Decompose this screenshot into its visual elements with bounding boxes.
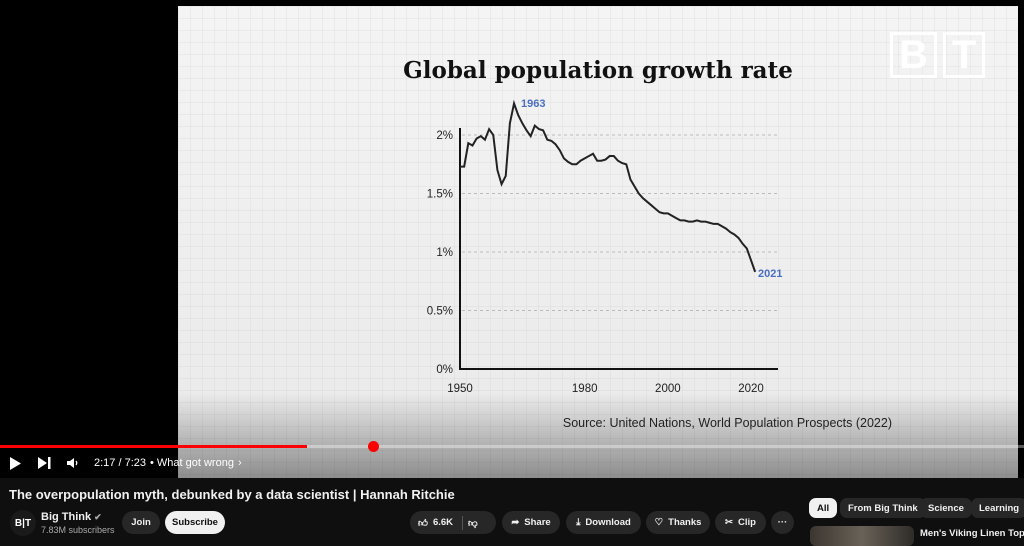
x-tick-label: 2000	[655, 383, 681, 395]
volume-icon	[67, 458, 78, 468]
scrubber-knob[interactable]	[368, 441, 379, 452]
like-count: 6.6K	[432, 517, 454, 528]
channel-name-text[interactable]: Big Think	[41, 511, 92, 523]
thumbs-down-icon: 👎︎	[468, 517, 478, 529]
download-label: Download	[585, 517, 631, 528]
like-button[interactable]: 👍︎ 6.6K	[418, 517, 453, 529]
divider	[462, 515, 464, 530]
download-icon: ⤓	[576, 517, 581, 528]
channel-avatar[interactable]: B|T	[10, 510, 36, 536]
population-growth-chart: Global population growth rate 0% 0.5% 1% 1.…	[403, 57, 892, 430]
play-icon	[10, 456, 21, 470]
chapter-chevron-icon[interactable]: ›	[237, 457, 242, 469]
channel-name[interactable]: Big Think ✔	[41, 511, 102, 523]
time-display: 2:17 / 7:23	[94, 457, 146, 469]
scissors-icon: ✂	[725, 517, 733, 528]
download-button[interactable]: ⤓ Download	[566, 511, 641, 534]
growth-rate-line	[460, 99, 757, 273]
chart-title: Global population growth rate	[403, 57, 793, 84]
chip-learning[interactable]: Learning	[971, 498, 1024, 518]
annotation-1963: 1963	[521, 98, 545, 110]
volume-button[interactable]	[67, 455, 79, 471]
chip-all[interactable]: All	[809, 498, 838, 518]
next-icon	[38, 457, 51, 469]
next-button[interactable]	[38, 455, 51, 471]
annotation-2021: 2021	[758, 268, 782, 280]
subscriber-count: 7.83M subscribers	[41, 525, 115, 535]
share-button[interactable]: ➦ Share	[502, 511, 560, 534]
y-tick-label: 1%	[436, 247, 453, 259]
subscribe-button[interactable]: Subscribe	[165, 511, 225, 534]
join-button[interactable]: Join	[122, 511, 160, 534]
clip-label: Clip	[738, 517, 756, 528]
like-dislike-group: 👍︎ 6.6K 👎︎	[410, 511, 496, 534]
x-tick-label: 2020	[738, 383, 764, 395]
y-tick-label: 0.5%	[427, 306, 453, 318]
verified-icon: ✔	[94, 512, 102, 522]
more-actions-button[interactable]: ···	[771, 511, 794, 534]
clip-button[interactable]: ✂ Clip	[715, 511, 766, 534]
share-icon: ➦	[511, 517, 520, 528]
chip-science[interactable]: Science	[920, 498, 972, 518]
progress-fill	[0, 445, 308, 448]
video-title: The overpopulation myth, debunked by a d…	[9, 487, 455, 502]
recommended-title[interactable]: Men's Viking Linen Tops fo	[920, 528, 1024, 539]
x-tick-label: 1950	[447, 383, 473, 395]
thanks-label: Thanks	[668, 517, 702, 528]
y-tick-label: 1.5%	[427, 189, 453, 201]
x-tick-label: 1980	[572, 383, 598, 395]
thanks-button[interactable]: ♡ Thanks	[646, 511, 710, 534]
chip-from-big-think[interactable]: From Big Think	[840, 498, 926, 518]
share-label: Share	[524, 517, 551, 528]
progress-bar[interactable]	[0, 445, 1024, 448]
recommended-thumbnail[interactable]	[810, 526, 914, 546]
y-tick-label: 2%	[436, 130, 453, 142]
dislike-button[interactable]: 👎︎	[468, 517, 478, 529]
video-frame	[178, 6, 1018, 478]
thumbs-up-icon: 👍︎	[418, 517, 428, 529]
chapter-title[interactable]: • What got wrong	[150, 457, 234, 469]
play-button[interactable]	[9, 455, 21, 471]
chart-source: Source: United Nations, World Population…	[563, 416, 892, 430]
thanks-heart-icon: ♡	[654, 517, 664, 528]
y-tick-label: 0%	[436, 364, 453, 376]
